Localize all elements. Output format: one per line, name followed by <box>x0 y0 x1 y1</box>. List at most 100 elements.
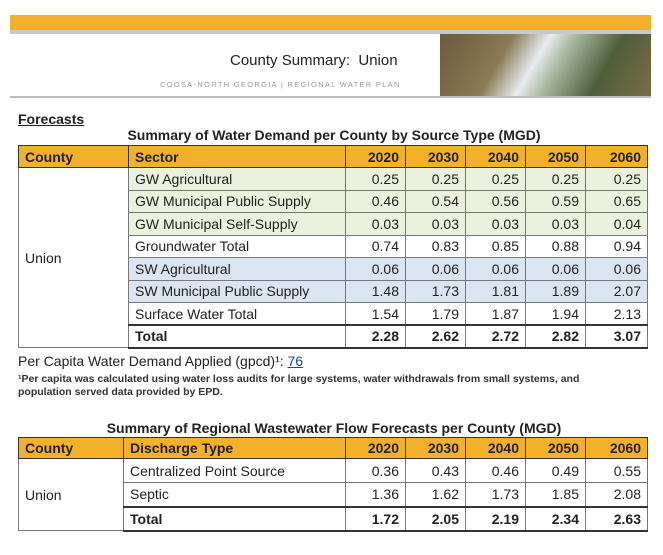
label-cell: SW Municipal Public Supply <box>128 279 346 303</box>
header-subtitle: COOSA-NORTH GEORGIA | REGIONAL WATER PLA… <box>160 80 401 89</box>
total-value: 2.19 <box>465 505 526 532</box>
value-cell: 0.36 <box>345 458 406 483</box>
value-cell: 0.49 <box>525 458 586 483</box>
column-header: Discharge Type <box>123 437 346 459</box>
column-header: 2030 <box>405 145 466 168</box>
value-cell: 1.85 <box>525 482 586 507</box>
data-row: Septic 1.36 1.62 1.73 1.85 2.08 <box>19 482 648 507</box>
total-value: 2.82 <box>525 324 586 349</box>
header-row: County Sector 2020 2030 2040 2050 2060 <box>18 145 648 168</box>
label-cell: SW Agricultural <box>128 257 346 281</box>
column-header: 2040 <box>465 437 526 459</box>
value-cell: 0.06 <box>345 257 406 281</box>
data-table: County Discharge Type 2020 2030 2040 2050 2060… <box>18 437 648 532</box>
label-cell: GW Municipal Self-Supply <box>128 212 346 236</box>
footnote: ¹Per capita was calculated using water l… <box>18 373 580 398</box>
value-cell: 0.03 <box>525 212 586 236</box>
total-row: Total 1.72 2.05 2.19 2.34 2.63 <box>19 505 648 532</box>
value-cell: 0.06 <box>465 257 526 281</box>
value-cell: 0.25 <box>405 167 466 191</box>
per-capita-value[interactable]: 76 <box>287 353 304 369</box>
value-cell: 0.59 <box>525 189 586 213</box>
value-cell: 2.13 <box>585 302 648 326</box>
value-cell: 0.06 <box>585 257 648 281</box>
data-row: GW Municipal Public Supply 0.46 0.54 0.56 0.… <box>19 189 648 213</box>
county-cell: Union <box>18 458 124 531</box>
column-header: 2060 <box>585 437 648 459</box>
label-cell: Centralized Point Source <box>123 458 346 483</box>
value-cell: 1.87 <box>465 302 526 326</box>
value-cell: 0.06 <box>405 257 466 281</box>
column-header: County <box>18 145 129 168</box>
total-value: 2.28 <box>345 324 406 349</box>
value-cell: 0.55 <box>585 458 648 483</box>
value-cell: 1.81 <box>465 279 526 303</box>
header-photo <box>440 34 651 96</box>
top-rule <box>10 30 651 34</box>
data-table: County Sector 2020 2030 2040 2050 2060 Union GW … <box>18 145 648 349</box>
column-header: 2040 <box>465 145 526 168</box>
value-cell: 0.85 <box>465 234 526 258</box>
per-capita-label: Per Capita Water Demand Applied (gpcd)¹: <box>18 353 284 369</box>
value-cell: 0.56 <box>465 189 526 213</box>
value-cell: 0.46 <box>465 458 526 483</box>
value-cell: 2.07 <box>585 279 648 303</box>
total-value: 2.05 <box>405 505 466 532</box>
per-capita: Per Capita Water Demand Applied (gpcd)¹:… <box>18 353 303 369</box>
value-cell: 0.03 <box>345 212 406 236</box>
column-header: County <box>18 437 124 459</box>
total-value: 2.72 <box>465 324 526 349</box>
value-cell: 0.74 <box>345 234 406 258</box>
value-cell: 0.04 <box>585 212 648 236</box>
value-cell: 1.62 <box>405 482 466 507</box>
header-row: County Discharge Type 2020 2030 2040 2050 2060 <box>18 437 648 459</box>
total-row: Total 2.28 2.62 2.72 2.82 3.07 <box>19 324 648 349</box>
value-cell: 1.89 <box>525 279 586 303</box>
top-band <box>10 15 651 30</box>
value-cell: 0.06 <box>525 257 586 281</box>
column-header: 2020 <box>345 145 406 168</box>
value-cell: 1.73 <box>405 279 466 303</box>
value-cell: 1.94 <box>525 302 586 326</box>
value-cell: 0.25 <box>465 167 526 191</box>
total-label: Total <box>123 505 346 532</box>
value-cell: 0.94 <box>585 234 648 258</box>
value-cell: 1.73 <box>465 482 526 507</box>
value-cell: 0.25 <box>525 167 586 191</box>
label-cell: Groundwater Total <box>128 234 346 258</box>
value-cell: 1.36 <box>345 482 406 507</box>
value-cell: 0.25 <box>585 167 648 191</box>
value-cell: 0.03 <box>405 212 466 236</box>
value-cell: 0.46 <box>345 189 406 213</box>
county-cell: Union <box>18 167 129 348</box>
column-header: 2030 <box>405 437 466 459</box>
value-cell: 0.54 <box>405 189 466 213</box>
value-cell: 1.79 <box>405 302 466 326</box>
column-header: 2020 <box>345 437 406 459</box>
value-cell: 0.83 <box>405 234 466 258</box>
value-cell: 0.65 <box>585 189 648 213</box>
data-row: SW Municipal Public Supply 1.48 1.73 1.81 1.… <box>19 279 648 303</box>
total-value: 1.72 <box>345 505 406 532</box>
value-cell: 2.08 <box>585 482 648 507</box>
label-cell: GW Agricultural <box>128 167 346 191</box>
column-header: 2050 <box>525 145 586 168</box>
header-rule <box>10 96 651 98</box>
value-cell: 1.48 <box>345 279 406 303</box>
section-title: Forecasts <box>18 111 85 127</box>
value-cell: 0.43 <box>405 458 466 483</box>
data-row: Surface Water Total 1.54 1.79 1.87 1.94 2.13 <box>19 302 648 326</box>
label-cell: Surface Water Total <box>128 302 346 326</box>
table-title: Summary of Regional Wastewater Flow Fore… <box>106 420 562 436</box>
value-cell: 0.03 <box>465 212 526 236</box>
label-cell: Septic <box>123 482 346 507</box>
column-header: 2050 <box>525 437 586 459</box>
value-cell: 0.25 <box>345 167 406 191</box>
label-cell: GW Municipal Public Supply <box>128 189 346 213</box>
data-row: GW Municipal Self-Supply 0.03 0.03 0.03 0.03… <box>19 212 648 236</box>
total-value: 2.34 <box>525 505 586 532</box>
total-value: 2.63 <box>585 505 648 532</box>
value-cell: 1.54 <box>345 302 406 326</box>
header-title: County Summary: Union <box>230 52 398 69</box>
